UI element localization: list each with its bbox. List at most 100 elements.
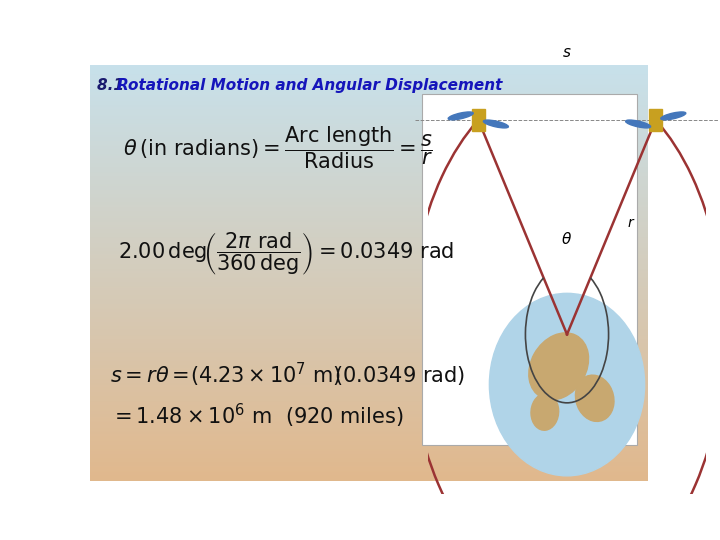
Bar (90, 199, 648, 200)
Bar (90, 444, 648, 445)
Bar (90, 72, 648, 73)
Bar (90, 137, 648, 138)
Bar (90, 245, 648, 246)
Bar (90, 381, 648, 382)
Bar (90, 146, 648, 147)
Bar (90, 208, 648, 210)
Bar (90, 450, 648, 451)
Bar (90, 246, 648, 247)
Bar (90, 204, 648, 205)
Bar (90, 360, 648, 361)
Bar (90, 66, 648, 67)
Bar (90, 112, 648, 113)
Bar (90, 368, 648, 369)
Bar (90, 212, 648, 213)
Bar (90, 93, 648, 94)
Bar (90, 284, 648, 285)
Bar (90, 183, 648, 184)
Bar (90, 129, 648, 130)
Bar (90, 343, 648, 345)
Bar (90, 134, 648, 136)
Bar (90, 225, 648, 226)
Bar (90, 296, 648, 298)
Ellipse shape (531, 394, 559, 430)
Bar (90, 424, 648, 426)
Bar (90, 323, 648, 325)
Bar (90, 392, 648, 393)
Bar (90, 468, 648, 469)
Bar (90, 156, 648, 157)
Bar (90, 415, 648, 416)
Bar (90, 472, 648, 474)
Bar (90, 308, 648, 309)
Bar (90, 65, 648, 66)
Bar (90, 259, 648, 260)
Bar (90, 256, 648, 257)
Bar (90, 234, 648, 235)
Bar (90, 150, 648, 151)
Bar (90, 428, 648, 429)
Bar (90, 316, 648, 318)
Bar (90, 184, 648, 185)
Bar (90, 271, 648, 272)
Bar (90, 85, 648, 86)
Bar (90, 406, 648, 407)
Bar (90, 288, 648, 289)
Bar (90, 353, 648, 354)
Bar (90, 255, 648, 256)
Bar (90, 247, 648, 248)
Bar (90, 127, 648, 128)
Bar (90, 477, 648, 478)
Bar (90, 248, 648, 249)
Bar (90, 213, 648, 214)
Bar (90, 394, 648, 395)
Bar (90, 196, 648, 197)
Bar (90, 203, 648, 204)
Bar (90, 233, 648, 234)
Bar (90, 355, 648, 356)
Bar (90, 391, 648, 392)
Bar (90, 350, 648, 352)
Bar (90, 200, 648, 201)
Bar (90, 141, 648, 143)
Bar (90, 363, 648, 364)
Bar (90, 113, 648, 114)
Bar (90, 412, 648, 413)
Bar (90, 303, 648, 304)
Bar (90, 210, 648, 211)
Bar (90, 69, 648, 70)
Bar (90, 469, 648, 470)
Bar (90, 140, 648, 141)
Bar (90, 261, 648, 262)
Bar (90, 186, 648, 187)
Bar (90, 105, 648, 106)
Bar (90, 132, 648, 133)
Bar (90, 459, 648, 460)
Bar (90, 456, 648, 457)
Bar (90, 338, 648, 339)
Bar (90, 383, 648, 384)
Bar (90, 138, 648, 139)
Bar (90, 223, 648, 224)
Bar (90, 370, 648, 372)
Text: $r$: $r$ (626, 215, 635, 230)
Bar (90, 465, 648, 466)
Bar (90, 151, 648, 152)
Bar (90, 273, 648, 274)
Ellipse shape (575, 375, 614, 421)
Bar (90, 272, 648, 273)
Bar (90, 77, 648, 78)
Bar (90, 232, 648, 233)
Bar (90, 322, 648, 323)
Bar (90, 250, 648, 251)
Bar (90, 197, 648, 198)
Bar (90, 287, 648, 288)
Bar (90, 268, 648, 269)
Bar (90, 78, 648, 79)
Bar (90, 114, 648, 116)
Bar (90, 299, 648, 300)
Bar (90, 224, 648, 225)
Bar (90, 331, 648, 332)
Bar (90, 388, 648, 389)
Bar (90, 262, 648, 264)
